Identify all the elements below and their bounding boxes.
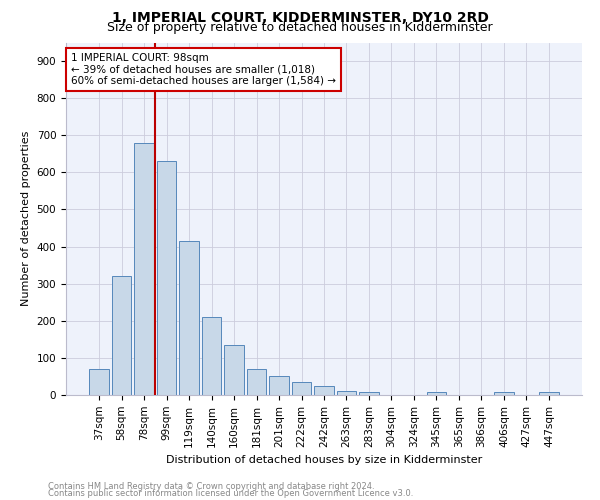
Y-axis label: Number of detached properties: Number of detached properties <box>21 131 31 306</box>
Bar <box>134 142 154 395</box>
Bar <box>359 392 379 395</box>
Bar <box>427 392 446 395</box>
Text: 1, IMPERIAL COURT, KIDDERMINSTER, DY10 2RD: 1, IMPERIAL COURT, KIDDERMINSTER, DY10 2… <box>112 11 488 25</box>
Bar <box>112 276 131 395</box>
Text: Contains public sector information licensed under the Open Government Licence v3: Contains public sector information licen… <box>48 489 413 498</box>
Bar <box>494 392 514 395</box>
Bar <box>269 376 289 395</box>
Text: Contains HM Land Registry data © Crown copyright and database right 2024.: Contains HM Land Registry data © Crown c… <box>48 482 374 491</box>
Bar <box>337 390 356 395</box>
Bar <box>157 161 176 395</box>
Bar <box>314 386 334 395</box>
Bar <box>89 369 109 395</box>
Bar <box>292 382 311 395</box>
X-axis label: Distribution of detached houses by size in Kidderminster: Distribution of detached houses by size … <box>166 455 482 465</box>
Bar <box>224 345 244 395</box>
Bar <box>247 369 266 395</box>
Bar <box>539 392 559 395</box>
Bar <box>202 317 221 395</box>
Bar <box>179 241 199 395</box>
Text: 1 IMPERIAL COURT: 98sqm
← 39% of detached houses are smaller (1,018)
60% of semi: 1 IMPERIAL COURT: 98sqm ← 39% of detache… <box>71 53 336 86</box>
Text: Size of property relative to detached houses in Kidderminster: Size of property relative to detached ho… <box>107 21 493 34</box>
